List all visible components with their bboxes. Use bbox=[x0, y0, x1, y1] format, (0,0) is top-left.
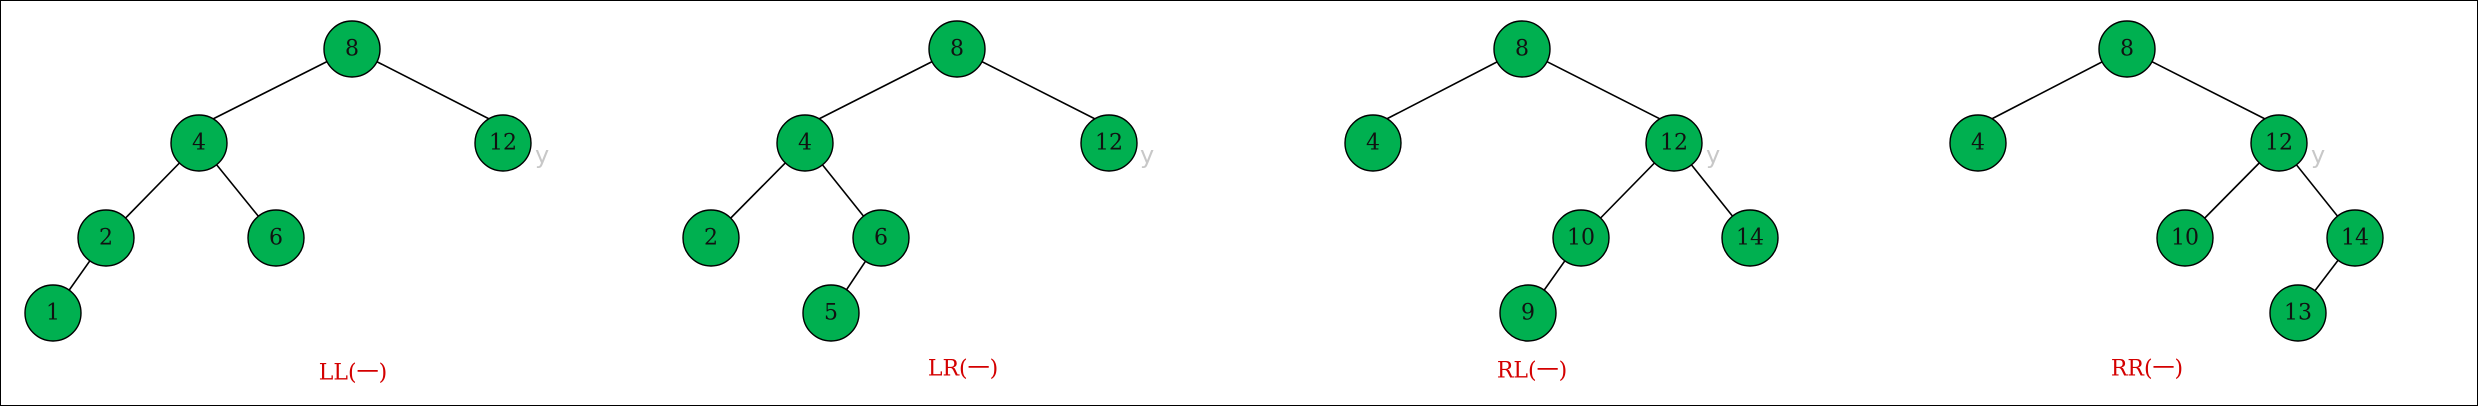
svg-text:6: 6 bbox=[874, 226, 888, 251]
svg-text:8: 8 bbox=[345, 37, 359, 62]
tree-rl: 8 4 12 10 14 9 y RL(一) bbox=[1344, 20, 1779, 384]
svg-text:13: 13 bbox=[2284, 301, 2312, 326]
svg-text:5: 5 bbox=[824, 301, 838, 326]
watermark: y bbox=[2311, 141, 2325, 169]
svg-text:2: 2 bbox=[704, 226, 718, 251]
diagram-caption: RL(一) bbox=[1497, 359, 1567, 384]
tree-node: 4 bbox=[776, 114, 834, 172]
svg-text:4: 4 bbox=[1366, 131, 1380, 156]
tree-ll: 8 4 12 2 6 1 y LL(一) bbox=[24, 20, 549, 386]
svg-text:4: 4 bbox=[192, 131, 206, 156]
tree-lr: 8 4 12 2 6 5 y LR(一) bbox=[682, 20, 1154, 382]
diagram-caption: RR(一) bbox=[2111, 357, 2183, 382]
tree-node: 12 bbox=[1645, 114, 1703, 172]
svg-text:8: 8 bbox=[950, 37, 964, 62]
svg-text:12: 12 bbox=[2265, 131, 2293, 156]
tree-rr: 8 4 12 10 14 13 y RR(一) bbox=[1949, 20, 2384, 382]
tree-node: 4 bbox=[1344, 114, 1402, 172]
tree-node: 2 bbox=[682, 209, 740, 267]
tree-node: 6 bbox=[852, 209, 910, 267]
tree-node: 8 bbox=[1493, 20, 1551, 78]
tree-node: 5 bbox=[802, 284, 860, 342]
svg-text:12: 12 bbox=[489, 131, 517, 156]
tree-node: 8 bbox=[323, 20, 381, 78]
watermark: y bbox=[535, 141, 549, 169]
tree-node: 10 bbox=[2156, 209, 2214, 267]
watermark: y bbox=[1706, 141, 1720, 169]
watermark: y bbox=[1140, 141, 1154, 169]
diagram-caption: LL(一) bbox=[319, 361, 387, 386]
tree-node: 8 bbox=[928, 20, 986, 78]
tree-node: 8 bbox=[2098, 20, 2156, 78]
svg-text:4: 4 bbox=[1971, 131, 1985, 156]
tree-node: 13 bbox=[2269, 284, 2327, 342]
svg-text:8: 8 bbox=[2120, 37, 2134, 62]
tree-node: 10 bbox=[1552, 209, 1610, 267]
svg-text:1: 1 bbox=[46, 301, 60, 326]
tree-node: 6 bbox=[247, 209, 305, 267]
tree-node: 2 bbox=[77, 209, 135, 267]
tree-node: 4 bbox=[1949, 114, 2007, 172]
svg-text:9: 9 bbox=[1521, 301, 1535, 326]
svg-text:14: 14 bbox=[1736, 226, 1764, 251]
svg-text:2: 2 bbox=[99, 226, 113, 251]
svg-text:12: 12 bbox=[1095, 131, 1123, 156]
tree-node: 14 bbox=[2326, 209, 2384, 267]
tree-node: 9 bbox=[1499, 284, 1557, 342]
tree-node: 14 bbox=[1721, 209, 1779, 267]
svg-text:12: 12 bbox=[1660, 131, 1688, 156]
tree-node: 4 bbox=[170, 114, 228, 172]
tree-node: 1 bbox=[24, 284, 82, 342]
svg-text:10: 10 bbox=[1567, 226, 1595, 251]
tree-node: 12 bbox=[2250, 114, 2308, 172]
svg-text:8: 8 bbox=[1515, 37, 1529, 62]
tree-node: 12 bbox=[1080, 114, 1138, 172]
svg-text:4: 4 bbox=[798, 131, 812, 156]
svg-text:10: 10 bbox=[2171, 226, 2199, 251]
diagram-caption: LR(一) bbox=[928, 357, 998, 382]
svg-text:6: 6 bbox=[269, 226, 283, 251]
tree-node: 12 bbox=[474, 114, 532, 172]
svg-text:14: 14 bbox=[2341, 226, 2369, 251]
